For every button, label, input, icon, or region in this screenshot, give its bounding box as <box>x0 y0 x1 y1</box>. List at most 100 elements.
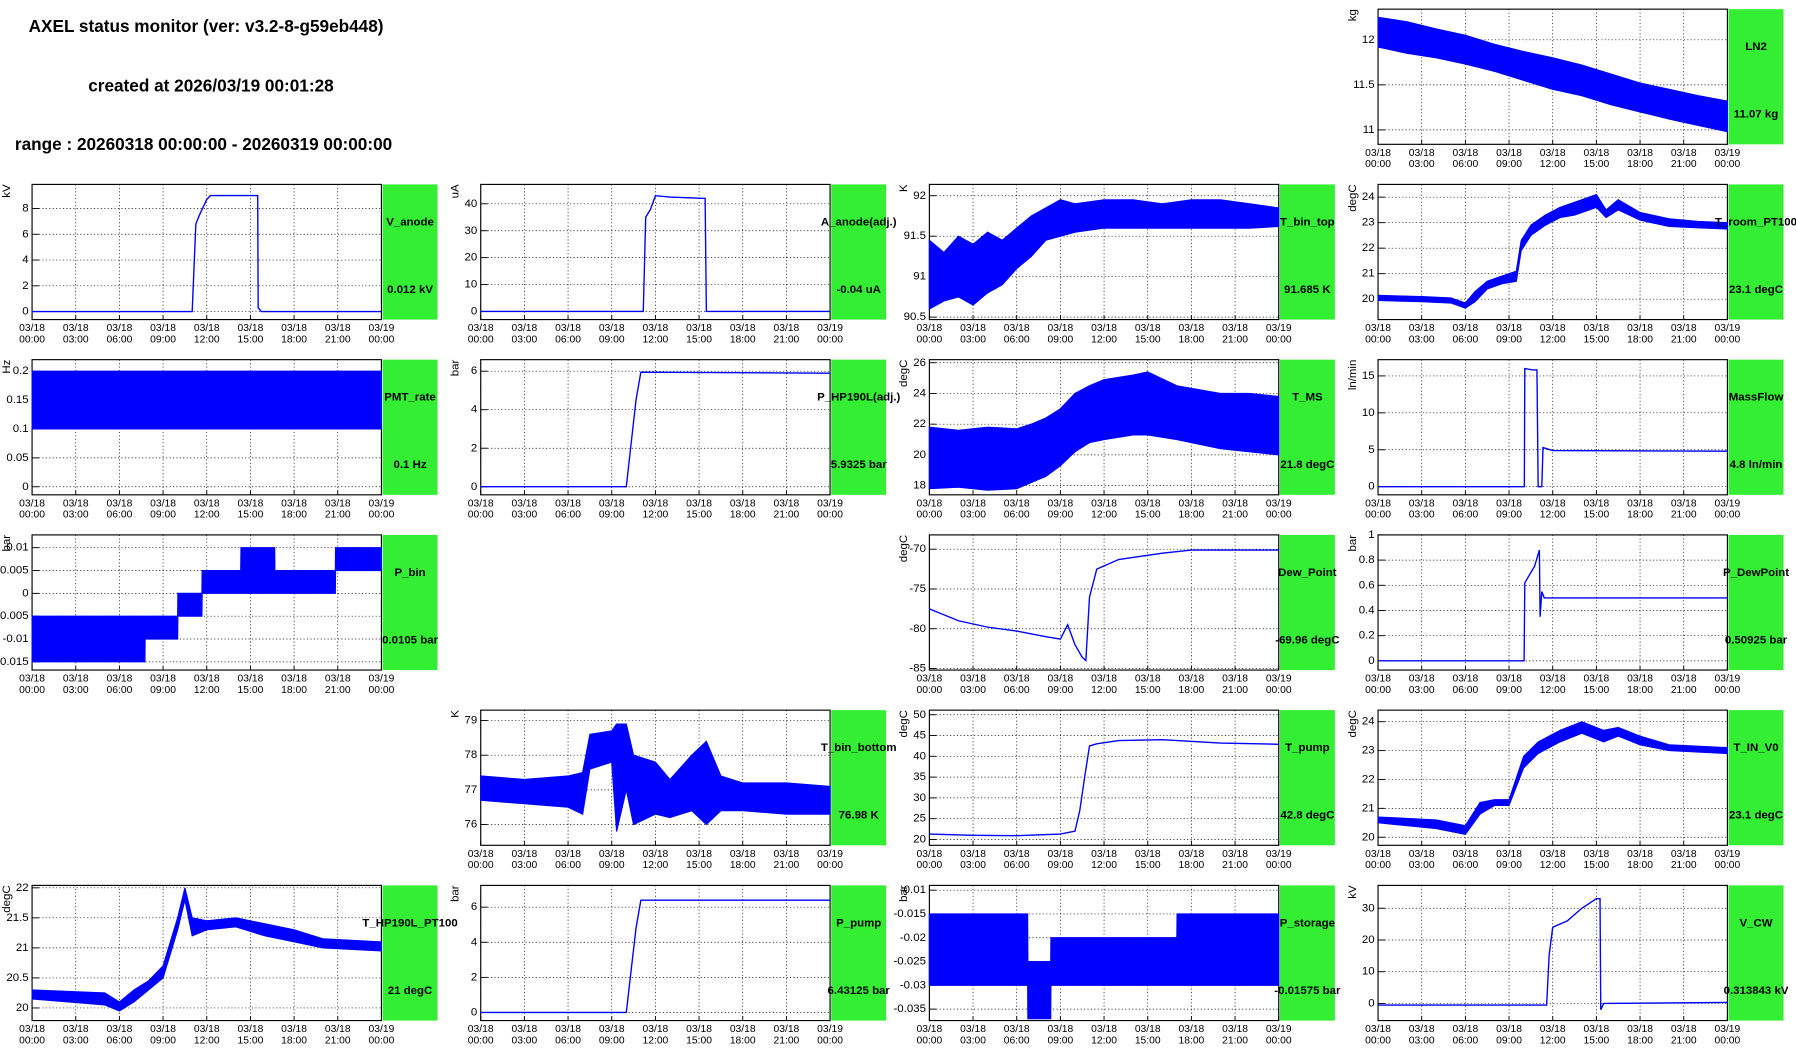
data-band <box>31 887 382 1012</box>
x-tick-label: 03/18 06:00 <box>1003 847 1030 871</box>
y-axis-label: degC <box>898 360 910 387</box>
x-tick-label: 03/19 00:00 <box>368 321 395 345</box>
y-axis-label: degC <box>1 885 13 912</box>
x-tick-label: 03/18 18:00 <box>1178 497 1205 521</box>
status-name: T_room_PT100 <box>1715 216 1796 228</box>
y-tick-label: 22 <box>1362 773 1375 785</box>
data-line <box>1378 549 1728 662</box>
y-tick-label: 6 <box>22 228 28 240</box>
x-tick-label: 03/19 00:00 <box>1714 672 1741 696</box>
x-tick-label: 03/18 09:00 <box>150 1022 176 1046</box>
status-name: P_DewPoint <box>1723 567 1789 579</box>
x-tick-label: 03/18 15:00 <box>1583 497 1610 521</box>
y-tick-label: 20 <box>1362 293 1375 305</box>
x-tick-label: 03/18 15:00 <box>1583 321 1610 345</box>
y-tick-label: 2 <box>471 442 477 454</box>
y-tick-label: 22 <box>16 882 29 894</box>
x-tick-label: 03/18 18:00 <box>281 321 307 345</box>
data-band <box>1377 721 1728 835</box>
y-tick-label: 4 <box>471 936 478 948</box>
plot-frame <box>928 709 1280 846</box>
created-at: created at 2026/03/19 00:01:28 <box>88 76 334 97</box>
y-tick-label: 30 <box>913 792 926 804</box>
y-axis-label: K <box>898 184 910 192</box>
x-tick-label: 03/18 03:00 <box>62 672 89 696</box>
status-name: V_anode <box>386 216 434 228</box>
y-tick-label: 50 <box>913 709 926 721</box>
x-tick-label: 03/18 09:00 <box>1496 146 1522 170</box>
x-tick-label: 03/18 15:00 <box>1583 672 1610 696</box>
y-tick-label: -0.025 <box>894 956 926 968</box>
x-tick-label: 03/18 03:00 <box>960 321 986 345</box>
y-tick-label: 0 <box>22 481 28 493</box>
x-tick-label: 03/18 21:00 <box>1222 321 1248 345</box>
y-tick-label: 0 <box>1368 997 1374 1009</box>
status-value: 6.43125 bar <box>828 985 891 997</box>
x-tick-label: 03/18 03:00 <box>960 847 986 871</box>
data-line <box>929 738 1279 837</box>
x-tick-label: 03/18 00:00 <box>1365 497 1391 521</box>
x-tick-label: 03/18 00:00 <box>19 497 45 521</box>
y-tick-label: 22 <box>913 418 926 430</box>
x-tick-label: 03/18 15:00 <box>237 321 264 345</box>
status-name: T_IN_V0 <box>1733 742 1778 754</box>
x-tick-label: 03/18 06:00 <box>1003 1022 1030 1046</box>
x-tick-label: 03/18 06:00 <box>555 1022 581 1046</box>
y-axis-label: bar <box>450 885 462 902</box>
x-tick-label: 03/18 21:00 <box>1670 672 1697 696</box>
x-tick-label: 03/18 00:00 <box>1365 146 1391 170</box>
data-line <box>480 194 831 313</box>
x-tick-label: 03/19 00:00 <box>817 1022 843 1046</box>
x-tick-label: 03/18 00:00 <box>1365 1022 1391 1046</box>
x-tick-label: 03/18 00:00 <box>916 321 943 345</box>
x-tick-label: 03/18 06:00 <box>1452 847 1479 871</box>
status-value: 23.1 degC <box>1729 284 1783 296</box>
y-tick-label: 0.4 <box>1359 605 1376 617</box>
plot-frame <box>928 534 1280 671</box>
status-box <box>1728 710 1784 846</box>
x-tick-label: 03/18 12:00 <box>1091 847 1117 871</box>
x-tick-label: 03/18 03:00 <box>511 497 538 521</box>
y-axis-label: bar <box>450 359 462 376</box>
x-tick-label: 03/18 09:00 <box>1496 672 1522 696</box>
x-tick-label: 03/18 21:00 <box>1670 847 1697 871</box>
x-tick-label: 03/18 03:00 <box>62 321 89 345</box>
y-axis-label: ln/min <box>1347 360 1359 391</box>
x-tick-label: 03/18 06:00 <box>1452 1022 1479 1046</box>
x-tick-label: 03/18 21:00 <box>324 321 351 345</box>
y-tick-label: 24 <box>1362 191 1375 203</box>
status-value: 0.313843 kV <box>1724 985 1789 997</box>
y-tick-label: 20.5 <box>6 972 28 984</box>
x-tick-label: 03/18 06:00 <box>1003 497 1030 521</box>
y-tick-label: 10 <box>1362 966 1375 978</box>
x-tick-label: 03/18 03:00 <box>960 497 986 521</box>
status-box <box>382 359 438 495</box>
y-tick-label: 2 <box>22 280 28 292</box>
status-name: T_HP190L_PT100 <box>362 917 457 929</box>
x-tick-label: 03/18 18:00 <box>1178 847 1205 871</box>
status-box <box>1728 885 1784 1021</box>
x-tick-label: 03/18 21:00 <box>1670 146 1697 170</box>
status-box <box>1728 9 1784 145</box>
x-tick-label: 03/18 09:00 <box>1047 847 1074 871</box>
x-tick-label: 03/19 00:00 <box>368 497 395 521</box>
y-tick-label: 0 <box>1368 481 1374 493</box>
x-tick-label: 03/18 00:00 <box>916 847 943 871</box>
data-band <box>480 723 831 832</box>
y-tick-label: 23 <box>1362 217 1375 229</box>
x-tick-label: 03/18 09:00 <box>150 672 176 696</box>
status-name: LN2 <box>1745 41 1767 53</box>
y-tick-label: 4 <box>22 254 29 266</box>
x-tick-label: 03/18 15:00 <box>1583 1022 1610 1046</box>
status-box <box>382 885 438 1021</box>
x-tick-label: 03/18 06:00 <box>1003 321 1030 345</box>
status-name: V_CW <box>1740 917 1773 929</box>
plot-frame <box>480 359 831 496</box>
x-tick-label: 03/18 06:00 <box>106 497 133 521</box>
x-tick-label: 03/18 03:00 <box>1408 497 1435 521</box>
y-tick-label: -0.01 <box>3 633 29 645</box>
status-value: 0.1 Hz <box>394 459 427 471</box>
status-value: 5.9325 bar <box>831 459 888 471</box>
x-tick-label: 03/18 12:00 <box>193 672 220 696</box>
y-axis-label: kV <box>1 184 13 198</box>
